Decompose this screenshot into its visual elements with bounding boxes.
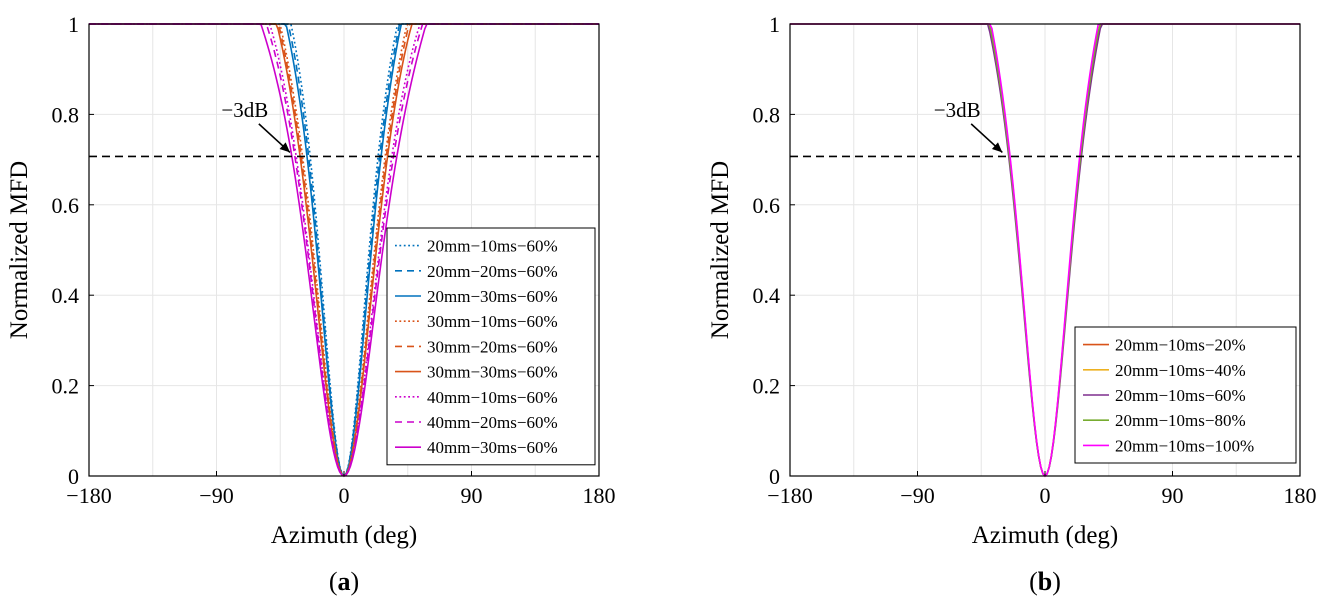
y-tick-label: 0 — [769, 464, 780, 489]
x-tick-label: 180 — [583, 483, 616, 508]
legend-entry: 20mm−10ms−60% — [427, 237, 558, 256]
x-tick-label: −90 — [900, 483, 934, 508]
y-tick-label: 0.8 — [52, 102, 80, 127]
y-tick-label: 0.2 — [52, 374, 80, 399]
x-tick-label: 0 — [339, 483, 350, 508]
legend-box — [386, 227, 596, 466]
ticks-b: −180 −90 0 90 180 0 0.2 0.4 0.6 0.8 1 — [753, 12, 1317, 508]
y-tick-label: 0.4 — [52, 283, 80, 308]
y-tick-label: 1 — [68, 12, 79, 37]
y-tick-label: 0.8 — [753, 102, 781, 127]
annotation-text-b: −3dB — [934, 98, 981, 122]
x-axis-label-b: Azimuth (deg) — [972, 522, 1118, 549]
x-tick-label: −90 — [199, 483, 233, 508]
annotation-a: −3dB — [221, 98, 291, 154]
annotation-text-a: −3dB — [221, 98, 268, 122]
legend-a: 20mm−10ms−60% 20mm−20ms−60% 20mm−30ms−60% 3… — [386, 227, 596, 466]
legend-entry: 40mm−10ms−60% — [427, 388, 558, 407]
legend-entry: 20mm−10ms−60% — [1115, 386, 1246, 405]
legend-entry: 20mm−30ms−60% — [427, 287, 558, 306]
x-tick-label: 0 — [1040, 483, 1051, 508]
panel-label-b: (b) — [1029, 567, 1061, 596]
legend-entry: 30mm−30ms−60% — [427, 363, 558, 382]
y-axis-label-a: Normalized MFD — [6, 161, 33, 339]
legend-entry: 40mm−20ms−60% — [427, 413, 558, 432]
x-axis-label-a: Azimuth (deg) — [271, 522, 417, 549]
x-tick-label: −180 — [66, 483, 111, 508]
ticks-a: −180 −90 0 90 180 0 0.2 0.4 0.6 0.8 1 — [52, 12, 616, 508]
chart-panel-b: −180 −90 0 90 180 0 0.2 0.4 0.6 0.8 1 −3dB 20mm−10… — [707, 12, 1317, 596]
chart-panel-a: −180 −90 0 90 180 0 0.2 0.4 0.6 0.8 1 −3dB 20mm−10… — [6, 12, 616, 596]
legend-entry: 30mm−10ms−60% — [427, 312, 558, 331]
y-tick-label: 0.4 — [753, 283, 781, 308]
x-tick-label: 180 — [1284, 483, 1317, 508]
legend-entry: 40mm−30ms−60% — [427, 438, 558, 457]
y-tick-label: 1 — [769, 12, 780, 37]
y-axis-label-b: Normalized MFD — [707, 161, 734, 339]
legend-entry: 30mm−20ms−60% — [427, 337, 558, 356]
legend-entry: 20mm−10ms−20% — [1115, 336, 1246, 355]
x-tick-label: 90 — [461, 483, 483, 508]
y-tick-label: 0.2 — [753, 374, 781, 399]
legend-b: 20mm−10ms−20% 20mm−10ms−40% 20mm−10ms−60% 2… — [1074, 326, 1297, 464]
y-tick-label: 0 — [68, 464, 79, 489]
panel-label-a: (a) — [329, 567, 359, 596]
y-tick-label: 0.6 — [753, 193, 781, 218]
legend-entry: 20mm−20ms−60% — [427, 262, 558, 281]
y-tick-label: 0.6 — [52, 193, 80, 218]
legend-box — [1074, 326, 1297, 464]
annotation-arrowhead — [991, 142, 1003, 153]
legend-entry: 20mm−10ms−100% — [1115, 436, 1254, 455]
annotation-b: −3dB — [934, 98, 1003, 154]
x-tick-label: −180 — [767, 483, 812, 508]
annotation-arrowhead — [279, 142, 290, 153]
legend-entry: 20mm−10ms−40% — [1115, 361, 1246, 380]
legend-entry: 20mm−10ms−80% — [1115, 411, 1246, 430]
x-tick-label: 90 — [1162, 483, 1184, 508]
